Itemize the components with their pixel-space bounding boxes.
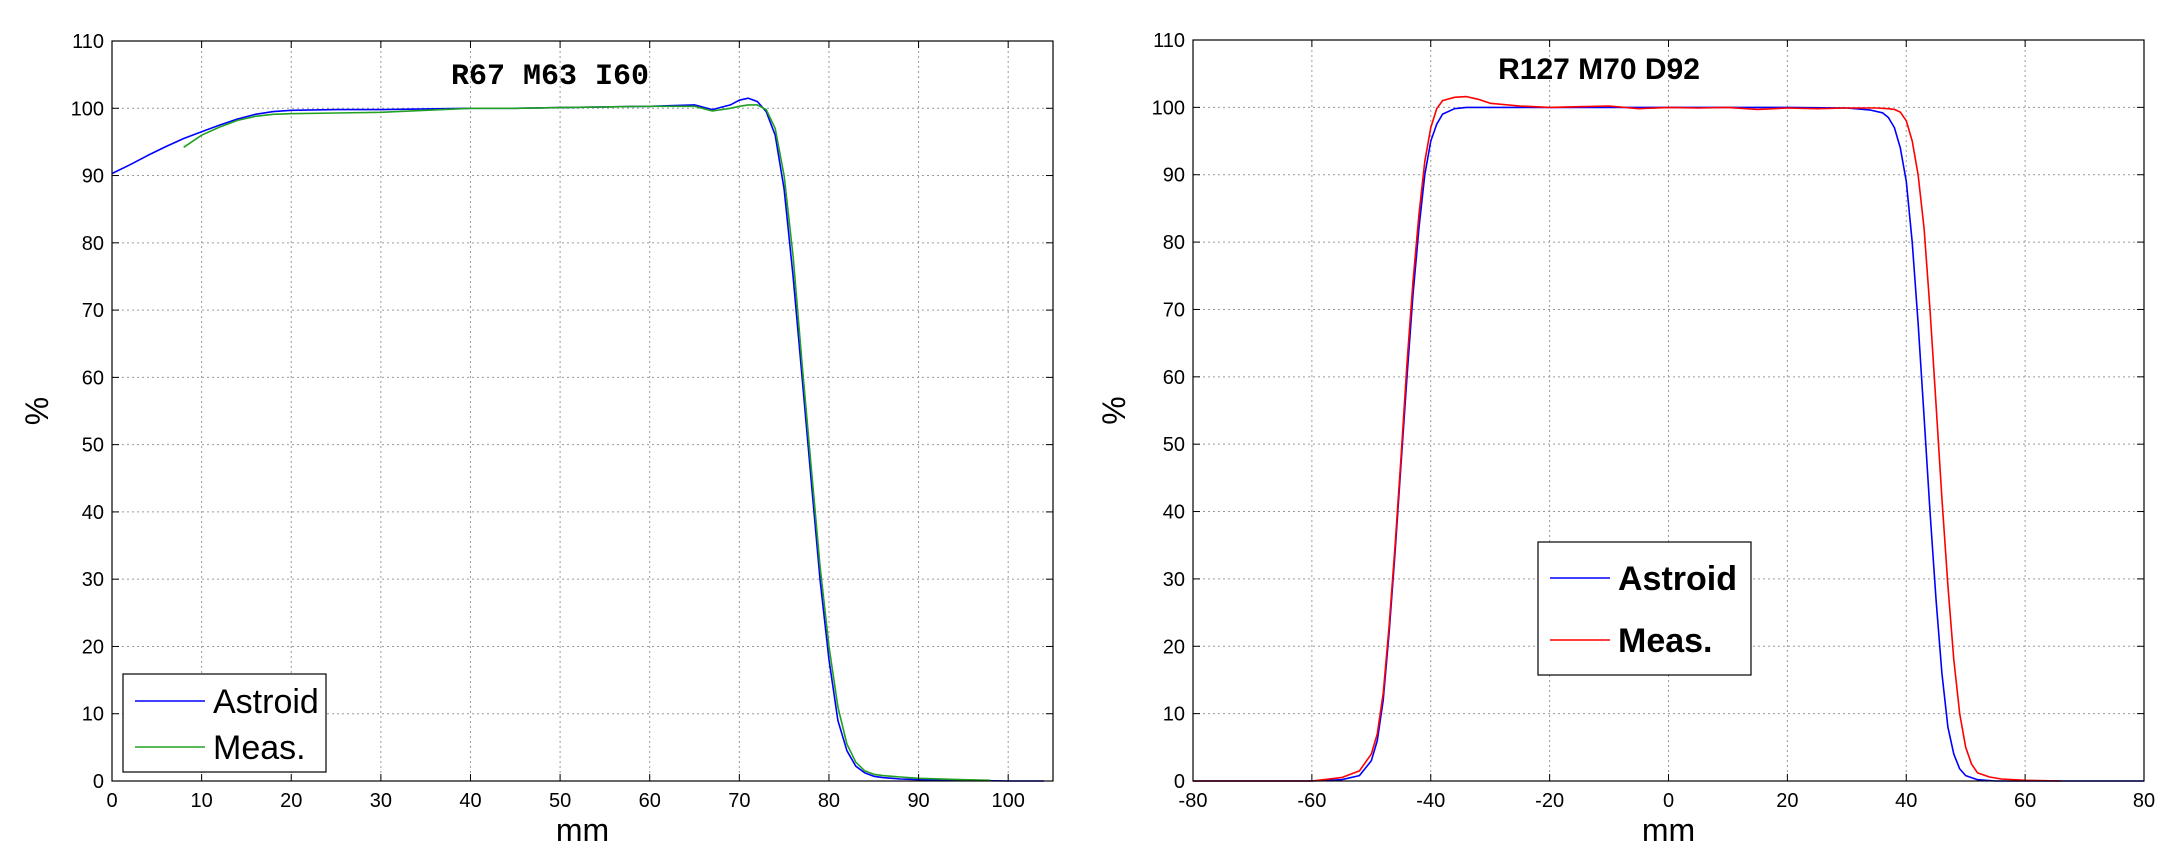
x-tick-label: -40: [1416, 790, 1445, 812]
left-chart-panel: 0 10 20 30 40 50 60 70 80 90 100 0 10 20 30 40 50 60 70 80 9…: [0, 0, 1088, 854]
x-tick-label: 0: [1663, 790, 1674, 812]
y-tick-label: 70: [82, 300, 104, 322]
right-chart-panel: -80 -60 -40 -20 0 20 40 60 80 0 10 20 30 40 50 60 70 80 90…: [1088, 0, 2177, 854]
y-tick-label: 110: [1153, 30, 1185, 52]
legend-label-astroid: Astroid: [1618, 560, 1737, 598]
y-tick-label: 100: [71, 98, 104, 120]
x-tick-label: -20: [1535, 790, 1564, 812]
y-tick-label: 80: [1163, 232, 1185, 254]
y-tick-label: 90: [82, 166, 104, 188]
x-tick-label: 30: [370, 790, 392, 812]
series-line-meas: [1193, 95, 2061, 782]
x-tick-label: 0: [106, 790, 117, 812]
x-tick-label: 100: [992, 790, 1025, 812]
plot-area: [112, 41, 1053, 781]
x-tick-label: 70: [728, 790, 750, 812]
y-tick-label: 90: [1163, 165, 1185, 187]
y-tick-label: 0: [93, 771, 104, 793]
x-tick-label: -60: [1297, 790, 1326, 812]
y-tick-label: 30: [1163, 569, 1185, 591]
left-chart: 0 10 20 30 40 50 60 70 80 90 100 0 10 20 30 40 50 60 70 80 9…: [19, 31, 1054, 848]
y-tick-label: 60: [82, 367, 104, 389]
x-tick-label: 20: [280, 790, 302, 812]
y-tick-label: 10: [82, 704, 104, 726]
legend-label-meas: Meas.: [1618, 622, 1713, 660]
y-tick-label: 50: [1163, 434, 1185, 456]
series-line-astroid: [111, 97, 1044, 782]
x-axis-label: mm: [1642, 812, 1695, 848]
y-tick-label: 20: [1163, 636, 1185, 658]
legend-box: [1537, 541, 1752, 676]
y-tick-label: 10: [1163, 704, 1185, 726]
x-tick-label: 50: [549, 790, 571, 812]
x-tick-label: 90: [907, 790, 929, 812]
x-tick-label: 40: [1895, 790, 1917, 812]
y-tick-label: 70: [1163, 299, 1185, 321]
legend-label-astroid: Astroid: [213, 683, 319, 721]
y-tick-label: 110: [72, 31, 104, 53]
x-tick-label: 80: [818, 790, 840, 812]
x-axis-label: mm: [556, 812, 609, 848]
x-tick-label: 40: [459, 790, 481, 812]
x-tick-label: -80: [1179, 790, 1208, 812]
y-tick-label: 20: [82, 636, 104, 658]
chart-title: R127 M70 D92: [1498, 53, 1700, 86]
chart-title: R67 M63 I60: [451, 60, 649, 94]
y-tick-label: 30: [82, 569, 104, 591]
y-tick-label: 80: [82, 233, 104, 255]
x-tick-label: 10: [190, 790, 212, 812]
y-tick-label: 100: [1152, 97, 1185, 119]
right-chart: -80 -60 -40 -20 0 20 40 60 80 0 10 20 30 40 50 60 70 80 90…: [1096, 30, 2155, 848]
y-tick-label: 50: [82, 435, 104, 457]
series-line-meas: [183, 104, 991, 782]
y-tick-label: 40: [1163, 502, 1185, 524]
y-axis-label: %: [19, 397, 55, 425]
axes-box: [111, 40, 1054, 782]
x-tick-label: 20: [1776, 790, 1798, 812]
y-tick-label: 0: [1174, 771, 1185, 793]
legend-box: [122, 673, 327, 773]
y-tick-label: 60: [1163, 367, 1185, 389]
x-tick-label: 80: [2133, 790, 2155, 812]
y-tick-label: 40: [82, 502, 104, 524]
x-tick-label: 60: [2014, 790, 2036, 812]
x-tick-label: 60: [639, 790, 661, 812]
legend-label-meas: Meas.: [213, 729, 306, 767]
y-axis-label: %: [1096, 396, 1132, 424]
